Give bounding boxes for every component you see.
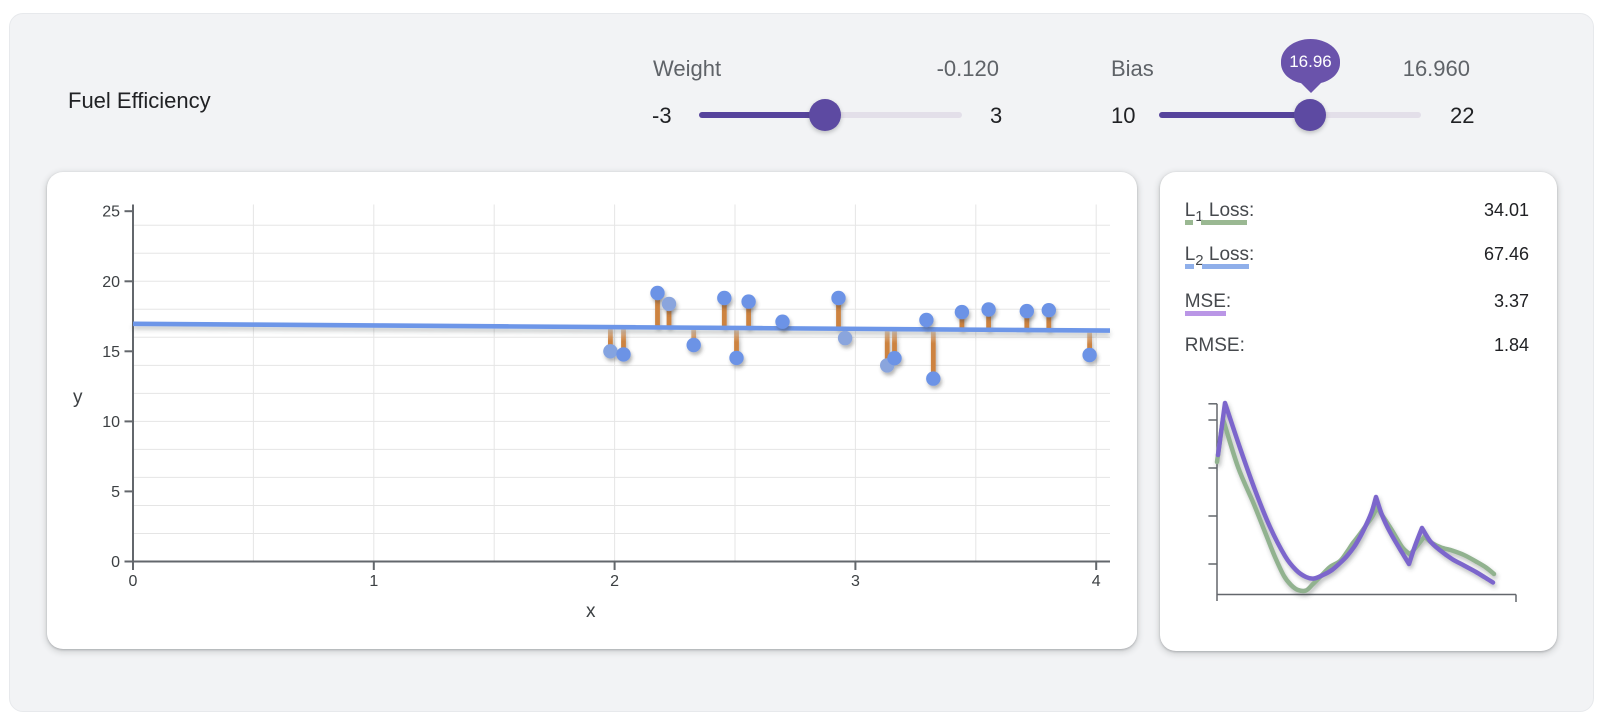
svg-text:0: 0 [111, 554, 120, 571]
svg-text:0: 0 [129, 573, 138, 590]
svg-text:20: 20 [102, 274, 120, 291]
svg-text:5: 5 [111, 484, 120, 501]
svg-text:x: x [586, 601, 596, 622]
svg-text:10: 10 [102, 414, 120, 431]
svg-text:25: 25 [102, 204, 120, 221]
svg-text:4: 4 [1092, 573, 1101, 590]
svg-text:2: 2 [610, 573, 619, 590]
svg-text:15: 15 [102, 344, 120, 361]
svg-text:1: 1 [369, 573, 378, 590]
svg-text:y: y [73, 387, 83, 408]
svg-text:3: 3 [851, 573, 860, 590]
